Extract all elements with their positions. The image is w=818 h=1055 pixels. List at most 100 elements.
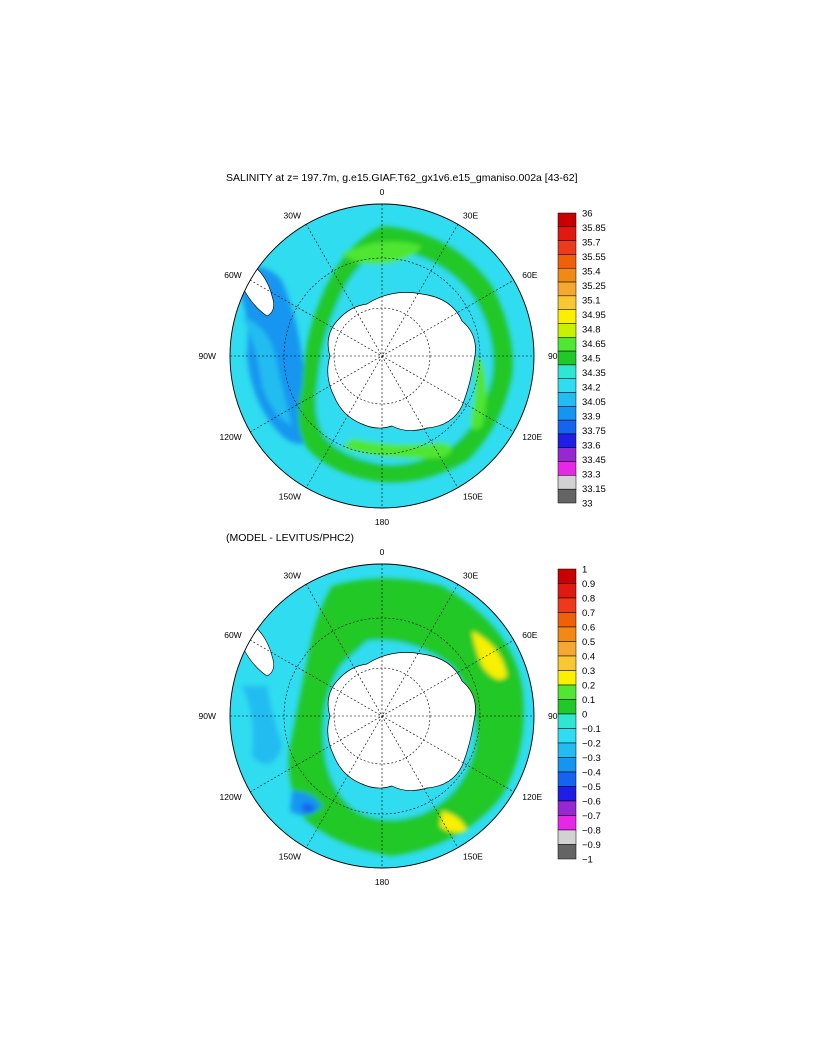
- colorbar-swatch: [557, 815, 577, 831]
- low-salinity-patch: [230, 267, 322, 444]
- colorbar-swatch: [557, 786, 577, 802]
- colorbar-tick-label: 33.9: [582, 412, 601, 423]
- longitude-label: 180: [375, 877, 389, 887]
- map1-title: SALINITY at z= 197.7m, g.e15.GIAF.T62_gx…: [226, 172, 578, 184]
- colorbar-swatch: [557, 267, 577, 283]
- colorbar-swatch: [557, 641, 577, 657]
- colorbar-tick-label: 0.1: [582, 695, 595, 706]
- colorbar-tick-label: 0.5: [582, 637, 595, 648]
- longitude-label: 60E: [522, 630, 537, 640]
- colorbar-swatch: [557, 684, 577, 700]
- colorbar-swatch: [557, 226, 577, 241]
- colorbar-tick-label: 33.3: [582, 470, 601, 481]
- colorbar-tick-label: 35.1: [582, 296, 601, 307]
- colorbar-tick-label: 34.95: [582, 310, 606, 321]
- longitude-label: 0: [380, 187, 385, 197]
- colorbar-swatch: [557, 655, 577, 671]
- colorbar-swatch: [557, 309, 577, 324]
- colorbar-swatch: [557, 212, 577, 228]
- colorbar-tick-label: 34.65: [582, 339, 606, 350]
- longitude-label: 30E: [463, 571, 478, 581]
- colorbar-tick-label: 0.9: [582, 579, 595, 590]
- longitude-label: 120W: [219, 792, 241, 802]
- colorbar-tick-label: 0.4: [582, 652, 595, 663]
- colorbar-tick-label: −0.3: [582, 753, 601, 764]
- longitude-label: 0: [380, 547, 385, 557]
- colorbar-swatch: [557, 597, 577, 613]
- longitude-label: 90W: [199, 351, 216, 361]
- colorbar-swatch: [557, 392, 577, 407]
- colorbar-swatch: [557, 829, 577, 845]
- colorbar-swatch: [557, 295, 577, 310]
- colorbar-swatch: [557, 378, 577, 393]
- colorbar-tick-label: 0.2: [582, 681, 595, 692]
- colorbar-tick-label: −0.5: [582, 782, 601, 793]
- colorbar-swatch: [557, 728, 577, 744]
- antarctica-landmass: [327, 292, 476, 431]
- colorbar-tick-label: 33.45: [582, 455, 606, 466]
- antarctica-landmass: [327, 652, 476, 791]
- colorbar-swatch: [557, 323, 577, 338]
- colorbar-swatch: [557, 757, 577, 773]
- colorbar-swatch: [557, 433, 577, 449]
- low-salinity-patch: [242, 316, 292, 426]
- colorbar-swatch: [557, 406, 577, 421]
- colorbar-tick-label: 34.2: [582, 383, 601, 394]
- colorbar-swatch: [557, 350, 577, 366]
- colorbar-tick-label: 34.35: [582, 368, 606, 379]
- colorbar-tick-label: −0.6: [582, 797, 601, 808]
- colorbar-tick-label: 1: [582, 565, 587, 576]
- colorbar-tick-label: −0.1: [582, 724, 601, 735]
- longitude-label: 90E: [548, 711, 563, 721]
- longitude-label: 90E: [548, 351, 563, 361]
- colorbar-tick-label: 35.7: [582, 238, 601, 249]
- map-border: [229, 203, 535, 509]
- graticule: [230, 564, 534, 868]
- colorbar-tick-label: 35.25: [582, 281, 606, 292]
- longitude-label: 30W: [284, 211, 301, 221]
- colorbar-tick-label: −0.9: [582, 840, 601, 851]
- difference-map: 0 30E 60E 90E 120E 150E 180 150W 120W 90W 60W 30W: [199, 547, 564, 887]
- longitude-label: 30W: [284, 571, 301, 581]
- colorbar-tick-label: 0.6: [582, 623, 595, 634]
- map-border: [229, 563, 535, 869]
- high-anomaly: [472, 631, 507, 680]
- colorbar-tick-label: 34.8: [582, 325, 601, 336]
- longitude-label: 60W: [224, 630, 241, 640]
- colorbar-tick-label: −0.8: [582, 826, 601, 837]
- low-anomaly: [242, 686, 282, 764]
- salinity-colorbar: 36 35.85 35.7 35.55 35.4 35.25 35.1 34.95 34.8 34…: [557, 209, 606, 510]
- colorbar-tick-label: 34.05: [582, 397, 606, 408]
- colorbar-swatch: [557, 475, 577, 490]
- colorbar-tick-label: −0.2: [582, 739, 601, 750]
- longitude-label: 150W: [279, 491, 301, 501]
- colorbar-tick-label: 33.75: [582, 426, 606, 437]
- colorbar-tick-label: −0.7: [582, 811, 601, 822]
- colorbar-swatch: [557, 281, 577, 297]
- colorbar-swatch: [557, 670, 577, 686]
- high-salinity-band: [342, 438, 452, 459]
- colorbar-swatch: [557, 626, 577, 642]
- longitude-label: 30E: [463, 211, 478, 221]
- colorbar-tick-label: 33.15: [582, 484, 606, 495]
- colorbar-swatch: [557, 447, 577, 462]
- longitude-label: 120W: [219, 432, 241, 442]
- colorbar-swatch: [557, 800, 577, 816]
- colorbar-swatch: [557, 240, 577, 255]
- colorbar-tick-label: 36: [582, 209, 593, 220]
- longitude-label: 90W: [199, 711, 216, 721]
- colorbar-swatch: [557, 419, 577, 435]
- colorbar-tick-label: 0.3: [582, 666, 595, 677]
- colorbar-swatch: [557, 568, 577, 584]
- colorbar-tick-label: 33: [582, 499, 593, 510]
- salinity-map: 0 30E 60E 90E 120E 150E 180 150W 120W 90W 60W 30W: [199, 187, 564, 527]
- longitude-label: 60W: [224, 270, 241, 280]
- colorbar-tick-label: 0: [582, 710, 587, 721]
- colorbar-tick-label: 34.5: [582, 354, 601, 365]
- longitude-label: 120E: [522, 432, 542, 442]
- colorbar-swatch: [557, 742, 577, 758]
- colorbar-swatch: [557, 612, 577, 628]
- colorbar-swatch: [557, 461, 577, 476]
- colorbar-swatch: [557, 713, 577, 729]
- colorbar-swatch: [557, 583, 577, 599]
